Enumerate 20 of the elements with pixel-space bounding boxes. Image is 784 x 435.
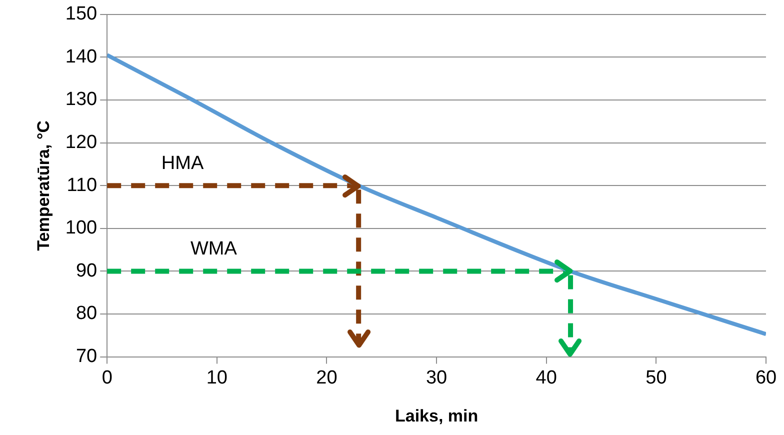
y-tick-label: 70	[76, 346, 98, 368]
y-tick-label: 110	[66, 174, 98, 196]
y-axis-title: Temperatūra, °C	[34, 120, 53, 251]
x-tick-label: 10	[206, 367, 228, 388]
x-tick-label: 40	[536, 367, 557, 388]
y-tick-label: 80	[76, 303, 98, 324]
x-tick-label: 60	[755, 367, 777, 388]
ref-line-label: WMA	[190, 238, 238, 260]
x-tick-label: 20	[316, 367, 338, 388]
y-tick-label: 150	[65, 4, 98, 25]
x-tick-label: 0	[102, 367, 112, 388]
y-tick-label: 90	[76, 260, 98, 282]
y-tick-label: 100	[65, 218, 98, 239]
ref-line-label: HMA	[161, 152, 204, 174]
x-axis-title: Laiks, min	[394, 406, 478, 426]
y-tick-label: 140	[65, 46, 98, 68]
x-tick-label: 30	[426, 367, 448, 388]
x-tick-label: 50	[646, 367, 667, 388]
y-tick-label: 130	[65, 89, 98, 110]
y-tick-label: 120	[65, 132, 98, 154]
